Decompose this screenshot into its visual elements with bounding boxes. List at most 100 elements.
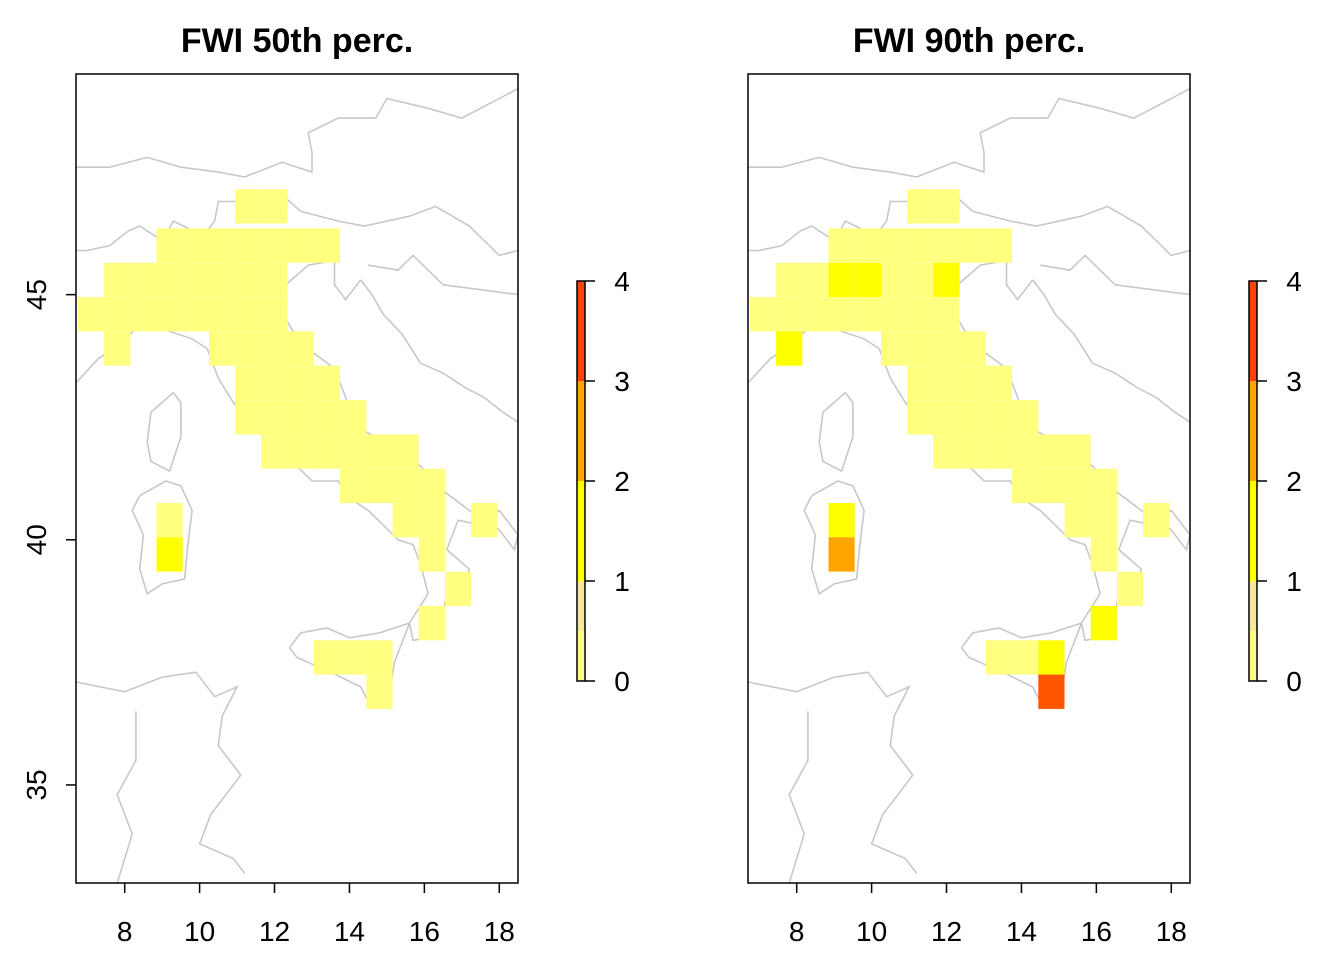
heatmap-cell	[985, 228, 1013, 263]
heatmap-cell	[287, 400, 314, 435]
heatmap-cell	[1064, 468, 1091, 503]
heatmap-cell	[933, 400, 960, 435]
coastline	[368, 254, 444, 286]
x-tick-label: 12	[259, 916, 290, 947]
heatmap-cell	[933, 365, 960, 400]
heatmap-cell	[366, 434, 393, 469]
heatmap-cell	[445, 571, 472, 606]
x-tick-label: 10	[184, 916, 215, 947]
x-tick-label: 14	[1006, 916, 1037, 947]
colorbar-segment	[1249, 581, 1257, 631]
x-tick-label: 12	[931, 916, 962, 947]
y-tick-label: 45	[21, 279, 52, 310]
heatmap-cell	[130, 297, 157, 332]
heatmap-cell	[182, 228, 209, 263]
coastline	[747, 352, 779, 384]
heatmap-cell	[418, 606, 445, 641]
heatmap-cell	[340, 434, 367, 469]
heatmap-cell	[1038, 468, 1065, 503]
heatmap-cell	[907, 262, 934, 298]
x-tick-label: 18	[1156, 916, 1187, 947]
colorbar-segment	[1249, 481, 1257, 581]
heatmap-cell	[1038, 674, 1065, 709]
heatmap-cell	[235, 228, 262, 263]
heatmap-cell	[209, 262, 236, 298]
heatmap-cell	[130, 262, 157, 298]
heatmap-cell	[1090, 537, 1117, 572]
heatmap-cell	[235, 331, 262, 366]
heatmap-cell	[104, 297, 131, 332]
heatmap-cell	[907, 228, 934, 263]
heatmap-cell	[418, 537, 445, 572]
panel-title: FWI 50th perc.	[181, 22, 413, 60]
map-area	[747, 87, 1191, 884]
x-tick-label: 18	[484, 916, 515, 947]
heatmap-cell	[235, 262, 262, 298]
coastline	[1114, 284, 1191, 296]
heatmap-cell	[828, 537, 855, 572]
coastline	[442, 284, 519, 296]
heatmap-cells	[749, 189, 1170, 709]
colorbar-tick-label: 1	[614, 566, 630, 597]
heatmap-cell	[340, 400, 367, 435]
heatmap-cell	[933, 434, 960, 469]
coastline	[1032, 279, 1191, 423]
colorbar: 0 1 2 3 4	[576, 266, 630, 697]
heatmap-cell	[104, 262, 131, 298]
heatmap-cell	[313, 228, 341, 263]
map-area	[75, 87, 519, 884]
heatmap-cell	[392, 503, 419, 538]
heatmap-cell	[418, 468, 445, 503]
x-tick-label: 8	[117, 916, 133, 947]
heatmap-cell	[959, 228, 986, 263]
heatmap-cell	[77, 297, 105, 332]
heatmap-cell	[392, 434, 419, 469]
heatmap-cell	[1143, 503, 1170, 538]
heatmap-cell	[907, 400, 934, 435]
heatmap-cell	[933, 297, 960, 332]
colorbar-tick-label: 0	[614, 666, 630, 697]
heatmap-cell	[287, 331, 314, 366]
coastline	[131, 480, 193, 595]
y-axis: 35 40 45	[21, 279, 76, 801]
x-tick-label: 14	[334, 916, 365, 947]
heatmap-cell	[418, 503, 445, 538]
heatmap-cell	[959, 365, 986, 400]
x-tick-label: 10	[856, 916, 887, 947]
heatmap-cell	[802, 262, 829, 298]
heatmap-cell	[1038, 434, 1065, 469]
heatmap-cell	[802, 297, 829, 332]
colorbar-segment	[577, 631, 585, 681]
colorbar-tick-label: 4	[614, 266, 630, 297]
heatmap-cell	[313, 365, 341, 400]
heatmap-cell	[1038, 640, 1065, 675]
heatmap-cell	[933, 262, 960, 298]
x-axis: 8 10 12 14 16 18	[117, 883, 515, 947]
colorbar: 0 1 2 3 4	[1248, 266, 1302, 697]
heatmap-cell	[156, 503, 183, 538]
heatmap-cell	[209, 228, 236, 263]
colorbar-segment	[1249, 631, 1257, 681]
colorbar-tick-label: 0	[1286, 666, 1302, 697]
heatmap-cell	[313, 434, 341, 469]
heatmap-cell	[104, 331, 131, 366]
heatmap-cell	[471, 503, 498, 538]
heatmap-cell	[156, 537, 183, 572]
heatmap-cell	[156, 262, 183, 298]
heatmap-cell	[182, 297, 209, 332]
heatmap-cell	[854, 297, 881, 332]
heatmap-cell	[156, 297, 183, 332]
coastline	[360, 279, 519, 423]
heatmap-cell	[854, 228, 881, 263]
heatmap-cell	[1090, 503, 1117, 538]
heatmap-cell	[340, 640, 367, 675]
heatmap-cell	[1012, 468, 1039, 503]
coastline	[788, 711, 809, 884]
heatmap-cell	[881, 297, 908, 332]
colorbar-tick-label: 3	[614, 366, 630, 397]
heatmap-cell	[156, 228, 183, 263]
heatmap-cell	[182, 262, 209, 298]
heatmap-cell	[366, 468, 393, 503]
coastline	[116, 711, 137, 884]
